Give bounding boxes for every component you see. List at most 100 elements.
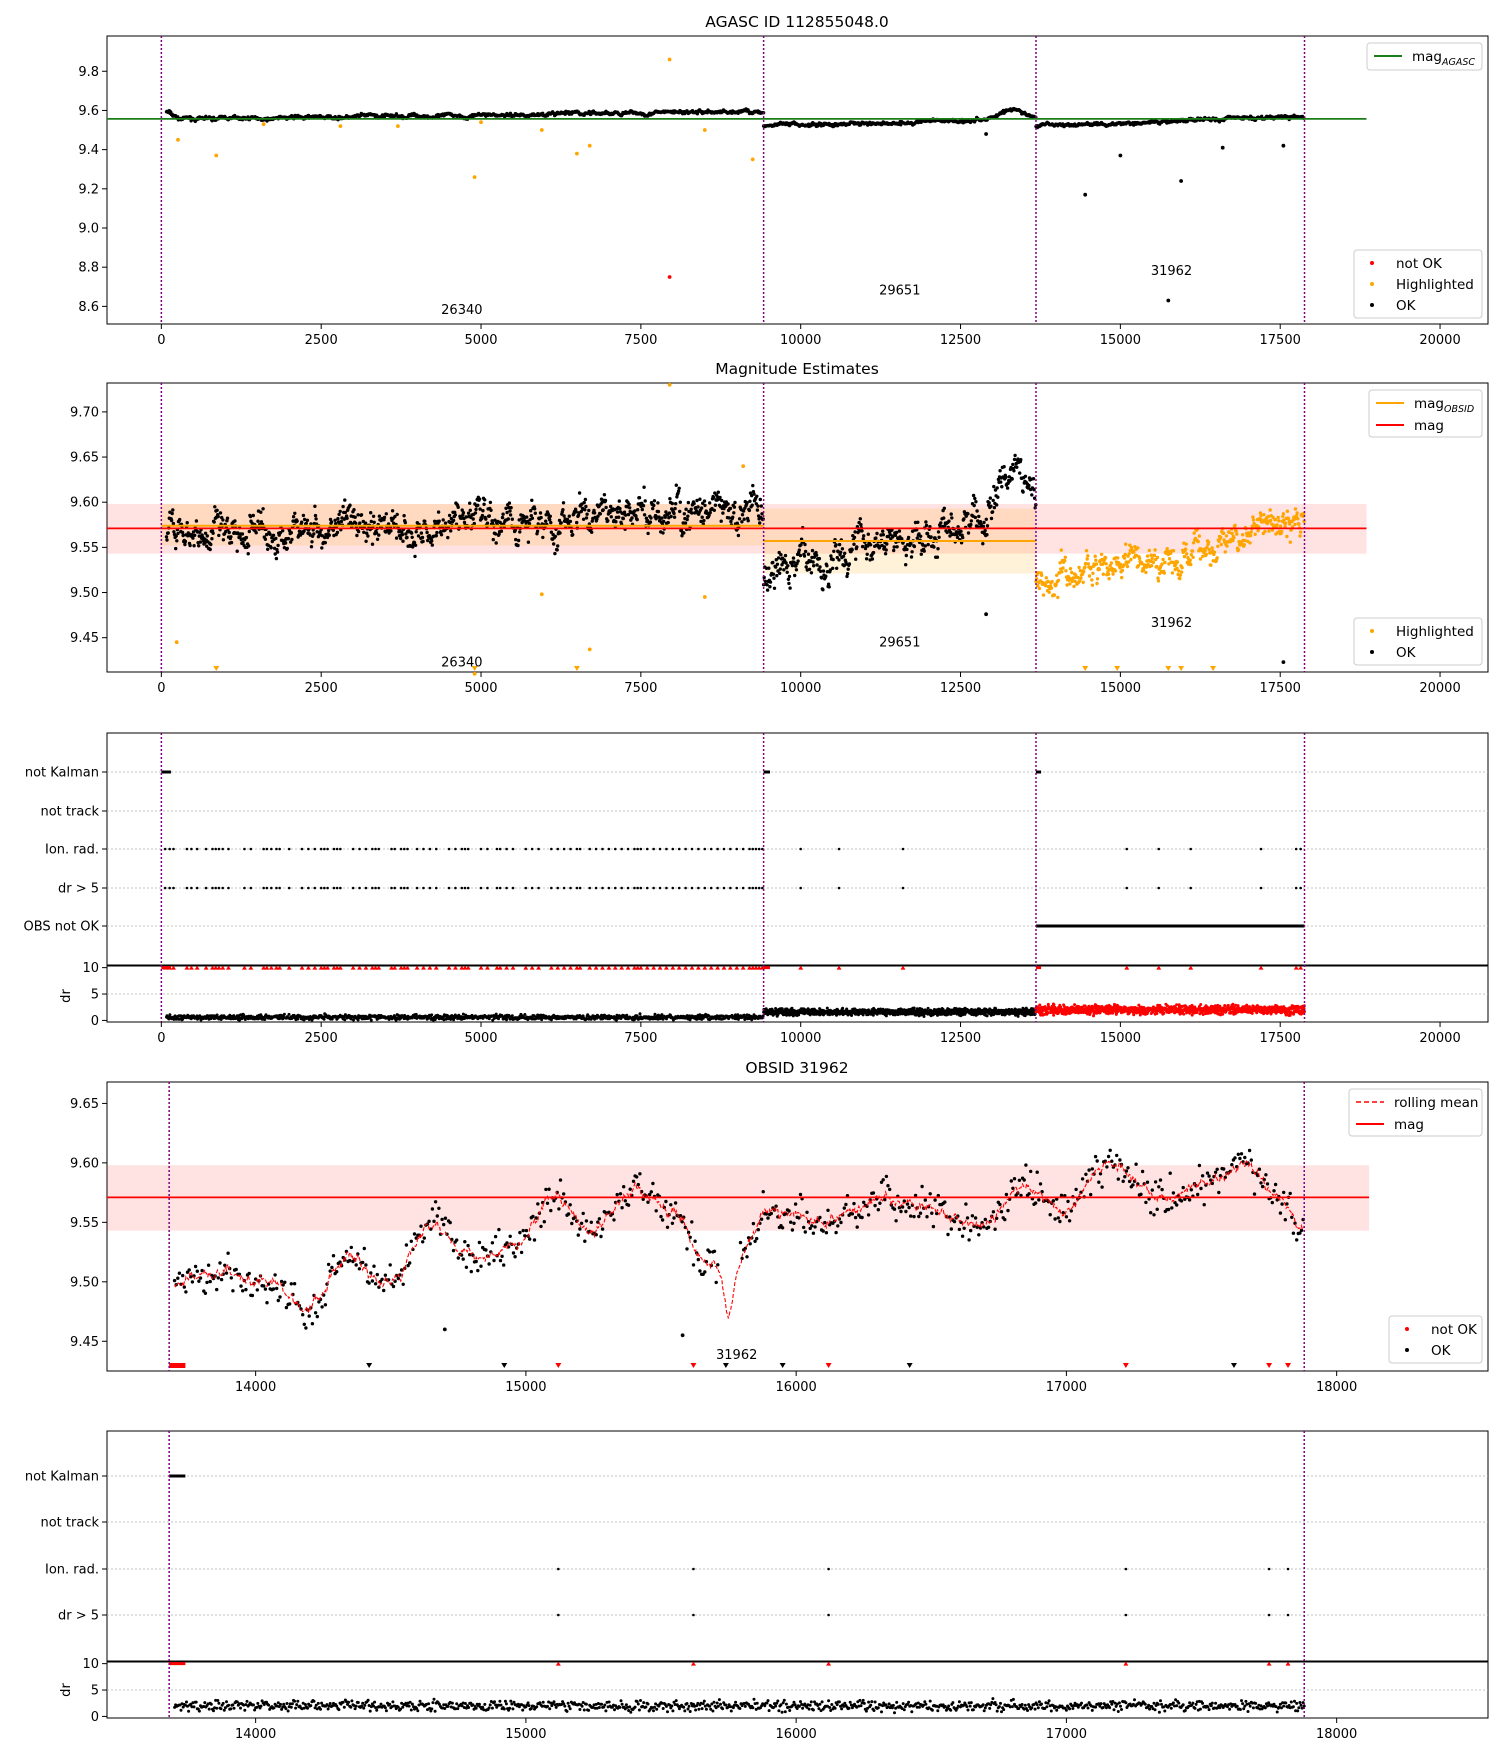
data-point	[313, 504, 317, 508]
data-point	[726, 502, 730, 506]
data-point	[685, 517, 689, 522]
ion-rad-flag	[645, 847, 649, 851]
data-point	[1280, 529, 1284, 534]
data-point	[421, 539, 425, 544]
data-point	[818, 565, 822, 569]
data-point	[1060, 570, 1064, 574]
data-point	[1109, 561, 1114, 565]
data-point	[758, 497, 762, 502]
data-point	[313, 513, 318, 518]
data-point	[626, 512, 631, 517]
dr-gt-5-flag	[335, 886, 339, 890]
data-point	[1120, 575, 1124, 580]
data-point	[1103, 556, 1108, 560]
data-point	[241, 540, 245, 545]
dr-gt-5-flag	[243, 886, 246, 890]
data-point	[772, 576, 776, 580]
data-point	[858, 517, 862, 521]
data-point	[1040, 573, 1044, 577]
data-point	[565, 517, 570, 522]
data-point	[1263, 529, 1267, 534]
data-point	[990, 510, 995, 514]
data-point	[835, 566, 839, 570]
data-point	[1248, 533, 1253, 538]
data-point	[969, 519, 973, 523]
ion-rad-flag	[466, 847, 470, 851]
data-point	[855, 545, 859, 549]
ion-rad-flag	[323, 847, 326, 851]
ion-rad-flag	[463, 847, 467, 851]
x-tick-label: 12500	[940, 681, 981, 696]
x-tick-label: 7500	[624, 681, 657, 696]
data-point	[1059, 548, 1064, 552]
dr-gt-5-flag	[479, 886, 483, 890]
data-point	[1036, 571, 1041, 575]
data-point	[1210, 546, 1214, 550]
data-point	[233, 519, 237, 523]
data-point	[758, 521, 762, 525]
data-point	[905, 547, 909, 552]
dr-gt-5-flag	[447, 886, 451, 890]
data-point	[1155, 564, 1159, 569]
data-point	[803, 549, 808, 554]
data-point	[689, 507, 693, 511]
data-point	[1091, 571, 1095, 575]
dr-point	[296, 1017, 300, 1021]
ion-rad-flag	[364, 847, 368, 851]
data-point	[852, 535, 857, 540]
ion-rad-flag	[227, 847, 230, 851]
dr-gt-5-flag	[270, 886, 273, 890]
ion-rad-flag	[901, 847, 905, 851]
data-point	[765, 583, 769, 587]
dr-gt-5-flag	[495, 886, 499, 890]
dr-point	[369, 1018, 373, 1022]
dr-gt-5-flag	[221, 886, 225, 890]
data-point	[480, 513, 485, 518]
dr-gt-5-flag	[562, 886, 566, 890]
dr-gt-5-flag	[751, 886, 755, 890]
data-point	[661, 531, 665, 535]
data-point	[510, 517, 514, 521]
data-point	[165, 538, 169, 542]
data-point	[996, 495, 1000, 499]
data-point	[240, 532, 245, 536]
data-point	[989, 516, 994, 521]
data-point	[841, 554, 846, 558]
data-point	[821, 569, 826, 573]
data-point	[1090, 578, 1094, 582]
data-point	[609, 515, 613, 519]
legend-marker-ok	[1370, 650, 1374, 654]
data-point	[227, 530, 231, 535]
dr-gt-5-flag	[498, 886, 502, 890]
data-point	[882, 545, 887, 549]
data-point	[514, 537, 518, 542]
ion-rad-flag	[278, 847, 281, 851]
ion-rad-flag	[748, 847, 751, 851]
data-point	[703, 503, 707, 508]
data-point	[1248, 541, 1252, 545]
data-point	[1104, 562, 1108, 566]
data-point	[1107, 577, 1111, 581]
data-point	[166, 531, 170, 535]
dr-gt-5-flag	[636, 886, 639, 890]
data-point	[271, 533, 276, 537]
data-point	[771, 572, 776, 576]
ion-rad-flag	[335, 847, 339, 851]
data-point	[434, 534, 438, 538]
dr-gt-5-flag	[339, 886, 342, 890]
data-point	[314, 517, 318, 521]
data-point	[1182, 554, 1187, 559]
data-point	[742, 517, 746, 521]
data-point	[793, 573, 797, 578]
data-point	[932, 545, 936, 549]
data-point	[1160, 562, 1164, 566]
data-point	[892, 548, 896, 553]
ion-rad-flag	[588, 847, 592, 851]
data-point	[995, 503, 999, 507]
data-point	[244, 535, 249, 540]
ion-rad-flag	[658, 847, 662, 851]
data-point	[505, 510, 509, 515]
data-point	[669, 514, 673, 519]
dr-gt-5-flag	[262, 886, 265, 890]
data-point	[684, 507, 688, 511]
